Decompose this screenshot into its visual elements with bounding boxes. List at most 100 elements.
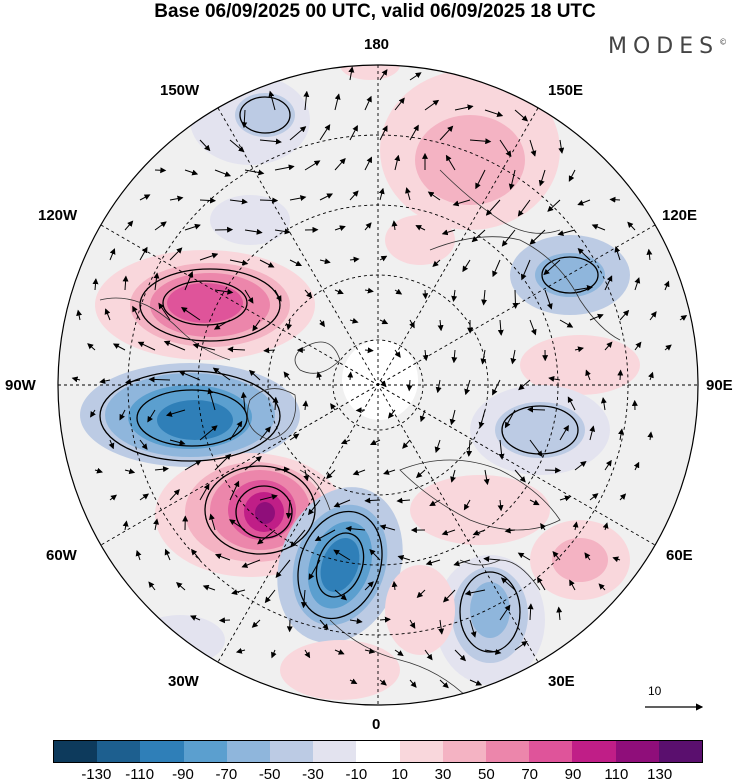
wind-vector-arrow (480, 349, 487, 365)
wind-vector-arrow (394, 288, 403, 295)
wind-vector-arrow (450, 469, 456, 483)
wind-vector-arrow (244, 455, 262, 471)
wind-vector-arrow (229, 480, 240, 501)
contour-lines (99, 96, 599, 653)
wind-vector-arrow (387, 409, 396, 419)
wind-vector-arrow (202, 584, 216, 591)
wind-vector-arrow (319, 258, 331, 265)
wind-vector-arrow (268, 90, 276, 111)
wind-vector-arrow (169, 439, 186, 446)
wind-vector-arrow (547, 199, 561, 212)
wind-vectors (71, 66, 688, 689)
wind-vector-arrow (469, 679, 483, 686)
wind-vector-arrow (464, 589, 486, 596)
colorbar-swatch (270, 741, 314, 762)
wind-vector-arrow (540, 522, 547, 531)
wind-vector-arrow (663, 280, 670, 291)
colorbar-swatch (54, 741, 98, 762)
wind-vector-arrow (451, 349, 458, 364)
map-boundary (57, 64, 699, 706)
wind-vector-arrow (379, 255, 388, 262)
wind-vector-arrow (259, 259, 275, 268)
wind-vector-arrow (147, 409, 156, 423)
wind-vector-arrow (364, 581, 374, 591)
wind-vector-arrow (213, 319, 231, 330)
wind-vector-arrow (584, 552, 591, 561)
wind-vector-arrow (409, 679, 417, 688)
wind-vector-arrow (178, 370, 201, 381)
wind-vector-arrow (189, 615, 201, 621)
wind-vector-arrow (520, 259, 531, 281)
wind-vector-arrow (148, 376, 171, 383)
wind-vector-arrow (518, 379, 531, 391)
wind-vector-arrow (169, 489, 180, 501)
wind-vector-arrow (334, 225, 346, 231)
wind-vector-arrow (319, 319, 325, 328)
wind-vector-arrow (369, 548, 381, 561)
wind-vector-arrow (119, 409, 126, 421)
wind-vector-arrow (348, 66, 355, 81)
colorbar-tick-label: 130 (647, 766, 673, 783)
wind-vector-arrow (543, 259, 561, 276)
wind-vector-arrow (212, 367, 231, 381)
lon-label-120w: 120W (38, 207, 78, 224)
wind-vector-arrow (283, 371, 291, 381)
colorbar-swatch (486, 741, 530, 762)
wind-vector-arrow (604, 341, 613, 351)
colorbar-swatch (442, 741, 487, 762)
wind-vector-arrow (405, 187, 411, 201)
wind-vector-arrow (425, 559, 441, 566)
wind-vector-arrow (326, 469, 336, 480)
wind-vector-arrow (577, 248, 591, 261)
colorbar-tick-label: -50 (258, 766, 281, 783)
wind-vector-arrow (497, 499, 504, 512)
wind-vector-arrow (244, 228, 263, 235)
lon-label-60w: 60W (46, 547, 77, 564)
wind-vector-arrow (264, 589, 276, 604)
wind-vector-arrow (199, 252, 219, 261)
wind-vector-arrow (379, 318, 389, 325)
wind-vector-arrow (445, 154, 456, 171)
wind-vector-arrow (345, 525, 366, 532)
colorbar-swatch (140, 741, 184, 762)
wind-vector-arrow (289, 259, 302, 267)
wind-vector-arrow (319, 619, 329, 630)
wind-vector-arrow (290, 529, 306, 548)
wind-vector-arrow (241, 109, 248, 129)
wind-vector-arrow (259, 197, 279, 204)
wind-vector-arrow (394, 154, 401, 171)
wind-vector-arrow (122, 520, 129, 531)
wind-vector-arrow (492, 259, 501, 278)
wind-vector-arrow (647, 431, 654, 441)
wind-vector-arrow (618, 428, 624, 441)
colorbar-swatch (399, 741, 443, 762)
wind-vector-arrow (434, 439, 441, 454)
wind-vector-arrow (602, 522, 609, 531)
wind-vector-arrow (370, 439, 381, 445)
wind-vector-arrow (548, 376, 561, 382)
wind-vector-arrow (94, 467, 103, 474)
wind-vector-arrow (394, 649, 404, 657)
wind-vector-arrow (466, 439, 473, 457)
wind-vector-arrow (397, 555, 411, 561)
wind-vector-arrow (259, 494, 278, 501)
wind-vector-arrow (504, 527, 516, 534)
wind-vector-arrow (648, 371, 654, 381)
wind-vector-arrow (422, 349, 429, 362)
wind-vector-arrow (109, 248, 116, 261)
wind-vector-arrow (214, 169, 232, 177)
wind-vector-arrow (419, 409, 426, 423)
wind-vector-arrow (209, 513, 216, 531)
wind-vector-arrow (483, 556, 501, 563)
wind-vector-arrow (589, 493, 599, 501)
wind-vector-arrow (438, 619, 445, 635)
wind-vector-arrow (207, 387, 216, 411)
wind-vector-arrow (124, 220, 134, 231)
wind-vector-arrow (429, 499, 441, 506)
brand-mark: © (719, 37, 728, 47)
lon-label-90w: 90W (5, 377, 36, 394)
wind-vector-arrow (334, 589, 347, 601)
wind-vector-arrow (271, 649, 277, 659)
wind-vector-arrow (241, 559, 261, 568)
wind-vector-arrow (441, 229, 456, 236)
